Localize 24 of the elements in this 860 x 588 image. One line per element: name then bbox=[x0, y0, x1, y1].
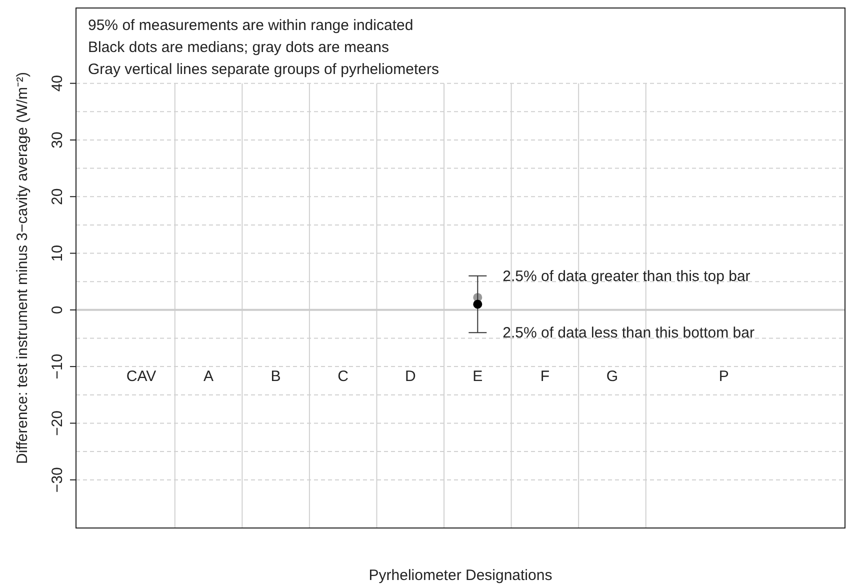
x-tick-label: P bbox=[718, 368, 729, 385]
y-tick-label: 30 bbox=[49, 132, 66, 148]
x-tick-label: G bbox=[606, 368, 618, 385]
x-tick-label: A bbox=[204, 368, 214, 385]
annotation: 2.5% of data less than this bottom bar bbox=[502, 324, 754, 342]
y-axis-title: Difference: test instrument minus 3−cavity average (W/m⁻²) bbox=[14, 72, 31, 464]
x-axis-title: Pyrheliometer Designations bbox=[368, 567, 552, 584]
x-tick-label: D bbox=[404, 368, 416, 385]
y-tick-label: −20 bbox=[49, 410, 66, 436]
y-tick-label: −30 bbox=[49, 467, 66, 493]
x-tick-label: CAV bbox=[126, 368, 156, 385]
x-tick-label: F bbox=[540, 368, 550, 385]
y-tick-label: 10 bbox=[49, 244, 66, 262]
y-tick-label: 40 bbox=[49, 74, 66, 92]
annotation: Gray vertical lines separate groups of pyrheliometers bbox=[88, 61, 439, 78]
y-tick-label: 20 bbox=[49, 188, 66, 205]
x-tick-label: E bbox=[472, 368, 483, 385]
annotation: Black dots are medians; gray dots are means bbox=[88, 39, 389, 56]
y-tick-label: 0 bbox=[49, 306, 66, 314]
x-tick-label: C bbox=[338, 368, 349, 385]
annotation: 95% of measurements are within range indicated bbox=[88, 17, 414, 34]
y-tick-label: −10 bbox=[49, 354, 66, 380]
annotation: 2.5% of data greater than this top bar bbox=[502, 268, 750, 285]
x-tick-label: B bbox=[270, 368, 281, 385]
